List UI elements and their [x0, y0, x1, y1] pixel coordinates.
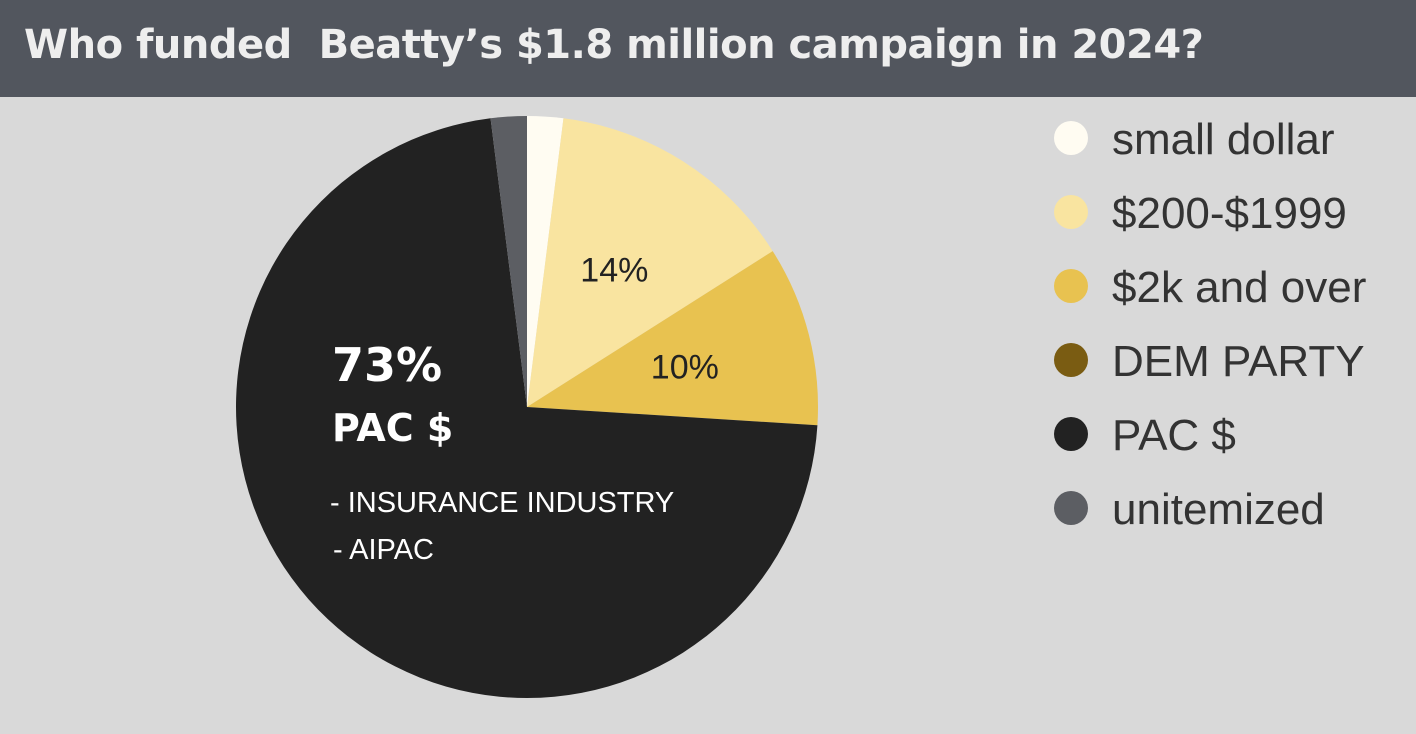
pac-label-annotation: PAC $	[332, 406, 454, 450]
pie-slice-mid_dollar	[527, 118, 773, 408]
slice-label-large_dollar: 10%	[651, 348, 719, 386]
pac-note-aipac: - AIPAC	[333, 534, 434, 566]
pie-slice-unitemized	[490, 116, 527, 407]
pie-slice-large_dollar	[527, 251, 818, 426]
legend-label-unitemized: unitemized	[1112, 485, 1325, 534]
legend-swatch-dem-party	[1054, 343, 1088, 377]
legend-label-dem-party: DEM PARTY	[1112, 337, 1365, 386]
legend-label-mid-dollar: $200-$1999	[1112, 189, 1347, 238]
legend-label-small-dollar: small dollar	[1112, 115, 1335, 164]
pac-percent-annotation: 73%	[332, 338, 443, 392]
pac-note-insurance: - INSURANCE INDUSTRY	[330, 487, 675, 519]
legend-swatch-large-dollar	[1054, 269, 1088, 303]
chart-area: 14% 10% 73% PAC $ - INSURANCE INDUSTRY - …	[0, 97, 1416, 734]
slice-label-mid_dollar: 14%	[580, 251, 648, 289]
legend-swatch-small-dollar	[1054, 121, 1088, 155]
chart-title: Who funded Beatty’s $1.8 million campaig…	[24, 22, 1204, 68]
pie-slice-small_dollar	[527, 116, 564, 407]
pie-chart: 14% 10%	[235, 116, 818, 699]
legend-swatch-unitemized	[1054, 491, 1088, 525]
pie-slice-pac	[235, 118, 818, 699]
legend-swatch-pac	[1054, 417, 1088, 451]
legend-label-pac: PAC $	[1112, 411, 1236, 460]
legend-label-large-dollar: $2k and over	[1112, 263, 1367, 312]
legend-swatch-mid-dollar	[1054, 195, 1088, 229]
header-bar: Who funded Beatty’s $1.8 million campaig…	[0, 0, 1416, 97]
